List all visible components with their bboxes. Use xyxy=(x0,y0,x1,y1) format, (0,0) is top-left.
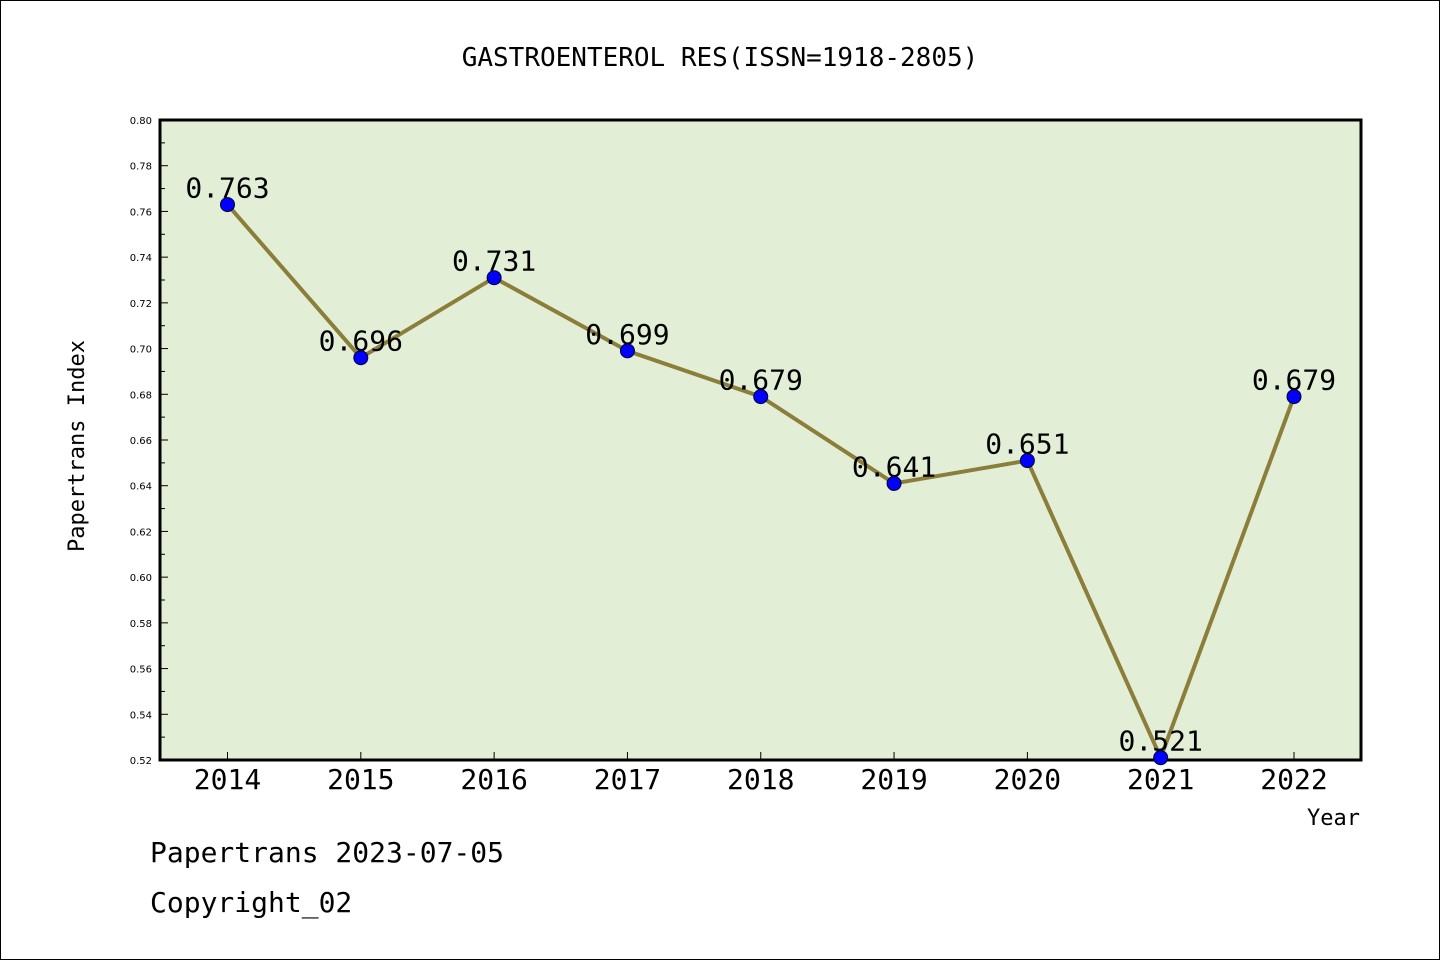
series-line: 0.763 0.696 0.731 0.699 0.679 0.641 0.651 0.521… xyxy=(185,172,1336,766)
y-tick-label: 0.66 xyxy=(130,436,152,447)
data-label: 0.696 xyxy=(319,325,403,358)
y-tick-label: 0.70 xyxy=(130,345,152,356)
y-tick-label: 0.68 xyxy=(130,390,152,401)
data-point xyxy=(220,197,235,213)
y-tick-label: 0.76 xyxy=(130,207,152,218)
data-label: 0.521 xyxy=(1119,725,1203,758)
data-point xyxy=(1286,389,1302,405)
data-label: 0.763 xyxy=(185,172,269,205)
footer-date-line: Papertrans 2023-07-05 xyxy=(150,836,505,869)
y-axis-label: Papertrans Index xyxy=(65,340,90,552)
y-tick-label: 0.74 xyxy=(130,253,152,264)
y-tick-label: 0.72 xyxy=(130,299,152,310)
data-point xyxy=(1153,750,1169,766)
y-tick-label: 0.60 xyxy=(130,573,152,584)
x-axis-label: Year xyxy=(1307,806,1360,831)
x-tick-label: 2014 xyxy=(194,763,261,796)
data-label: 0.679 xyxy=(1252,364,1336,397)
data-label: 0.679 xyxy=(719,364,803,397)
footer-copyright-line: Copyright_02 xyxy=(150,886,353,919)
y-tick-label: 0.62 xyxy=(130,527,152,538)
x-tick-label: 2020 xyxy=(994,763,1061,796)
data-label: 0.651 xyxy=(985,428,1069,461)
y-tick-label: 0.58 xyxy=(130,619,152,630)
y-tick-label: 0.78 xyxy=(130,162,152,173)
x-tick-label: 2022 xyxy=(1260,763,1327,796)
y-tick-label: 0.80 xyxy=(130,116,152,127)
y-tick-label: 0.56 xyxy=(130,665,152,676)
x-tick-label: 2016 xyxy=(460,763,527,796)
data-label: 0.641 xyxy=(852,450,936,483)
data-point xyxy=(1019,453,1035,469)
x-tick-label: 2021 xyxy=(1127,763,1194,796)
plot-area xyxy=(158,118,1363,762)
chart-title: GASTROENTEROL RES(ISSN=1918-2805) xyxy=(462,43,979,73)
data-point xyxy=(619,343,635,359)
y-tick-label: 0.54 xyxy=(130,710,152,721)
y-axis: 0.52 0.54 0.56 0.58 0.60 0.62 0.64 0.66 0.68 0.70… xyxy=(130,116,168,767)
x-axis: 2014 2015 2016 2017 2018 2019 2020 2021 2022 xyxy=(194,752,1328,796)
y-tick-label: 0.64 xyxy=(130,482,152,493)
y-tick-label: 0.52 xyxy=(130,756,152,767)
x-tick-label: 2019 xyxy=(860,763,927,796)
data-label: 0.699 xyxy=(585,318,669,351)
data-point xyxy=(353,350,369,366)
x-tick-label: 2018 xyxy=(727,763,794,796)
data-point xyxy=(886,475,902,491)
x-tick-label: 2017 xyxy=(594,763,661,796)
data-point xyxy=(486,270,502,286)
data-label: 0.731 xyxy=(452,245,536,278)
data-point xyxy=(753,389,769,405)
x-tick-label: 2015 xyxy=(327,763,394,796)
